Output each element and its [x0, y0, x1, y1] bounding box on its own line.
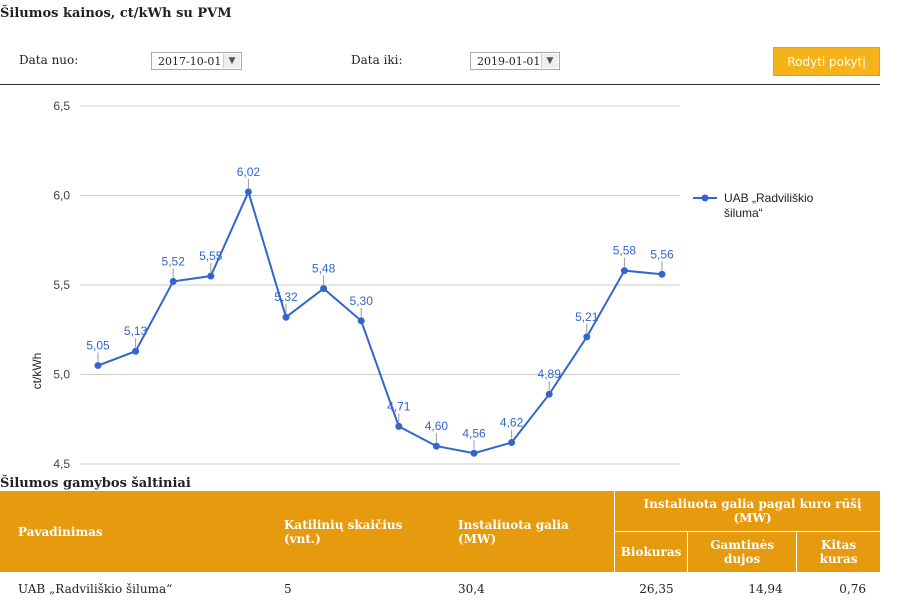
series-line	[97, 189, 663, 455]
col-boilers-header: Katilinių skaičius (vnt.)	[266, 491, 440, 572]
col-name-header: Pavadinimas	[0, 491, 266, 572]
data-point	[432, 442, 440, 450]
col-installed-header: Instaliuota galia (MW)	[440, 491, 615, 572]
col-boilers-header-line2: (vnt.)	[284, 531, 321, 546]
data-point	[282, 313, 290, 321]
col-other-header: Kitas kuras	[796, 531, 880, 572]
sources-title: Šilumos gamybos šaltiniai	[0, 476, 191, 491]
data-label: 5,21	[575, 310, 599, 324]
data-point	[207, 272, 215, 280]
col-boilers-header-line1: Katilinių skaičius	[284, 517, 403, 532]
y-tick-label: 6,0	[53, 189, 70, 203]
data-label: 5,55	[199, 249, 223, 263]
date-from-value: 2017-10-01	[158, 54, 222, 68]
legend-label-line2: šiluma“	[724, 206, 763, 220]
chevron-down-icon[interactable]: ▼	[223, 54, 240, 68]
legend-label-line1: UAB „Radviliškio	[724, 191, 814, 205]
y-tick-label: 5,0	[53, 368, 70, 382]
legend-point-marker	[701, 194, 709, 202]
data-label: 5,30	[350, 294, 374, 308]
data-point	[508, 439, 516, 447]
price-line-chart: 4,5 5,0 5,5 6,0 6,5 ct/kWh 5,05 5,13 5,52 5,55 6…	[30, 99, 814, 471]
date-from-label: Data nuo:	[19, 53, 79, 67]
y-axis-label: ct/kWh	[30, 353, 44, 390]
data-label: 4,62	[500, 416, 524, 430]
cell-name: UAB „Radviliškio šiluma“	[18, 582, 173, 596]
data-label: 5,05	[86, 339, 110, 353]
data-label: 4,56	[462, 426, 486, 440]
cell-boilers: 5	[284, 582, 292, 596]
y-axis-ticks: 4,5 5,0 5,5 6,0 6,5	[53, 99, 70, 471]
table-row: UAB „Radviliškio šiluma“ 5 30,4 26,35 14…	[0, 572, 880, 606]
data-point	[620, 267, 628, 275]
sources-table: Pavadinimas Katilinių skaičius (vnt.) In…	[0, 491, 880, 606]
data-label: 4,89	[538, 367, 562, 381]
data-label: 5,52	[162, 254, 186, 268]
data-label: 5,56	[650, 247, 674, 261]
chart-legend: UAB „Radviliškio šiluma“	[693, 191, 814, 220]
y-tick-label: 5,5	[53, 278, 70, 292]
col-gas-header: Gamtinės dujos	[687, 531, 797, 572]
data-label: 5,58	[613, 244, 637, 258]
data-point	[357, 317, 365, 325]
data-label: 5,32	[274, 290, 298, 304]
data-point	[470, 449, 478, 457]
data-label: 5,48	[312, 262, 336, 276]
chevron-down-icon[interactable]: ▼	[541, 54, 558, 68]
show-change-button[interactable]: Rodyti pokytį	[773, 47, 880, 76]
date-to-label: Data iki:	[351, 53, 403, 67]
chart-grid	[80, 105, 680, 465]
data-label: 4,60	[425, 419, 449, 433]
data-point	[545, 390, 553, 398]
data-point	[658, 270, 666, 278]
data-point	[94, 362, 102, 370]
page-title: Šilumos kainos, ct/kWh su PVM	[0, 6, 232, 21]
data-point	[320, 285, 328, 293]
y-tick-label: 4,5	[53, 457, 70, 471]
col-biofuel-header: Biokuras	[613, 531, 688, 572]
date-to-select[interactable]: 2019-01-01 ▼	[470, 52, 560, 70]
cell-biofuel: 26,35	[639, 582, 674, 596]
date-to-value: 2019-01-01	[477, 54, 541, 68]
data-label: 5,13	[124, 324, 148, 338]
data-point	[169, 277, 177, 285]
data-point	[132, 347, 140, 355]
data-point	[395, 422, 403, 430]
y-tick-label: 6,5	[53, 99, 70, 113]
filter-bar: Data nuo: 2017-10-01 ▼ Data iki: 2019-01…	[0, 44, 924, 84]
data-label: 4,71	[387, 399, 411, 413]
data-point	[583, 333, 591, 341]
divider	[0, 84, 880, 85]
date-from-select[interactable]: 2017-10-01 ▼	[151, 52, 242, 70]
cell-other: 0,76	[839, 582, 866, 596]
chart-series: 5,05 5,13 5,52 5,55 6,02 5,32 5,48 5,30 4,71 4,60…	[86, 165, 674, 457]
data-point	[244, 188, 252, 196]
col-by-fuel-header: Instaliuota galia pagal kuro rūšį (MW)	[614, 491, 880, 532]
cell-installed: 30,4	[458, 582, 485, 596]
data-label: 6,02	[237, 165, 261, 179]
cell-gas: 14,94	[748, 582, 783, 596]
